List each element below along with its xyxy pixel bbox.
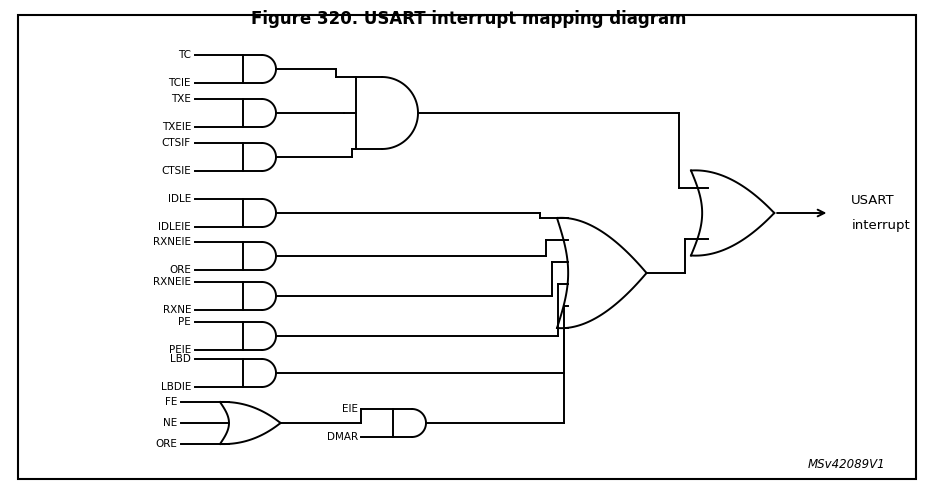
Text: LBDIE: LBDIE (160, 382, 191, 392)
Text: MSv42089V1: MSv42089V1 (808, 458, 885, 471)
Text: RXNEIE: RXNEIE (153, 237, 191, 247)
Text: PEIE: PEIE (169, 345, 191, 355)
Text: ORE: ORE (155, 439, 177, 449)
Text: NE: NE (163, 418, 177, 428)
Text: interrupt: interrupt (852, 218, 910, 231)
Text: TC: TC (178, 50, 191, 60)
Text: TCIE: TCIE (169, 78, 191, 88)
Text: DMAR: DMAR (326, 432, 358, 442)
Text: TXEIE: TXEIE (161, 122, 191, 132)
Text: LBD: LBD (170, 354, 191, 364)
Text: USART: USART (852, 194, 895, 208)
Text: Figure 320. USART interrupt mapping diagram: Figure 320. USART interrupt mapping diag… (251, 10, 687, 28)
Text: IDLEIE: IDLEIE (159, 222, 191, 232)
Text: EIE: EIE (342, 404, 358, 414)
Text: ORE: ORE (169, 265, 191, 275)
Text: CTSIE: CTSIE (161, 166, 191, 176)
Text: RXNE: RXNE (162, 305, 191, 315)
Text: PE: PE (178, 317, 191, 327)
Text: IDLE: IDLE (168, 194, 191, 204)
Text: FE: FE (165, 397, 177, 407)
Text: TXE: TXE (171, 94, 191, 104)
Text: CTSIF: CTSIF (162, 138, 191, 148)
Text: RXNEIE: RXNEIE (153, 277, 191, 287)
